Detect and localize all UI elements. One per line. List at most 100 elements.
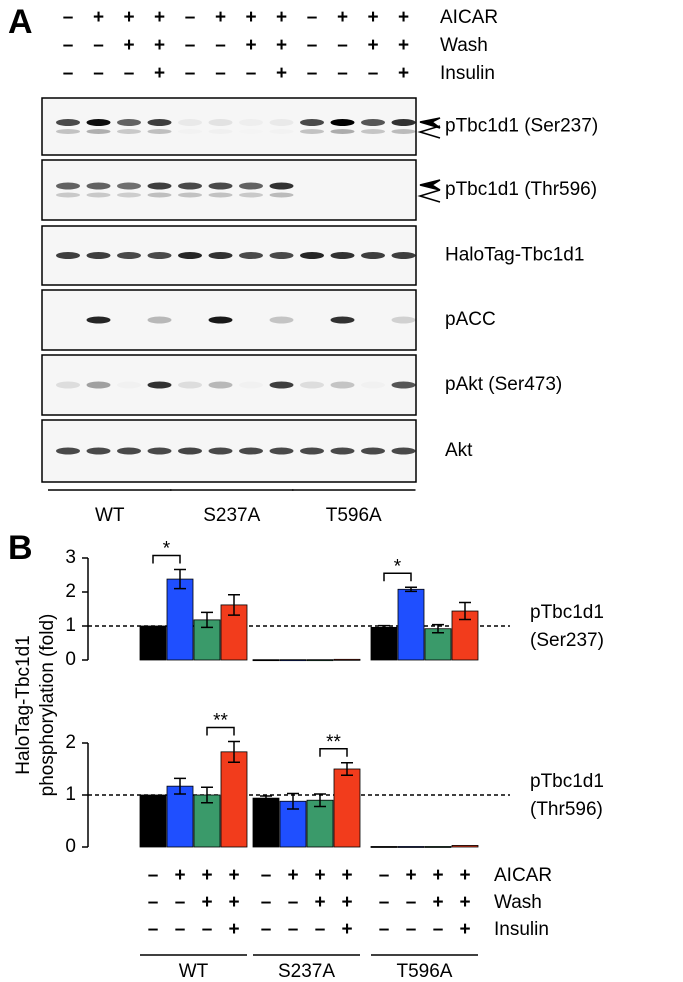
condition-sign: +	[154, 35, 165, 56]
condition-sign: +	[341, 892, 352, 913]
band	[147, 381, 172, 389]
band	[269, 316, 294, 324]
condition-sign: –	[246, 63, 257, 84]
bar	[252, 797, 280, 848]
condition-sign: –	[124, 63, 135, 84]
condition-sign: –	[215, 63, 226, 84]
condition-sign: +	[341, 865, 352, 886]
band	[178, 447, 202, 455]
band	[86, 381, 111, 389]
band	[361, 252, 385, 259]
condition-sign: +	[341, 919, 352, 940]
condition-sign: +	[287, 865, 298, 886]
blot-label: pTbc1d1 (Thr596)	[445, 179, 597, 200]
band	[178, 182, 202, 190]
condition-sign: +	[93, 7, 104, 28]
condition-sign: +	[432, 892, 443, 913]
band	[361, 119, 385, 126]
condition-sign: +	[276, 63, 287, 84]
band	[147, 182, 172, 190]
condition-sign: +	[405, 865, 416, 886]
band	[330, 119, 355, 126]
bar	[451, 845, 479, 848]
bar	[333, 768, 361, 848]
band	[330, 447, 355, 455]
band	[117, 447, 141, 455]
y-tick-label: 1	[65, 615, 76, 636]
band	[239, 182, 263, 190]
band	[269, 182, 294, 190]
error-bar	[378, 624, 390, 630]
blot-label: pTbc1d1 (Ser237)	[445, 116, 598, 137]
condition-label: AICAR	[494, 865, 552, 886]
error-bar	[174, 777, 186, 795]
band	[269, 381, 294, 389]
condition-sign: +	[245, 35, 256, 56]
band	[300, 381, 324, 389]
band	[239, 252, 263, 259]
condition-sign: –	[288, 919, 299, 940]
condition-sign: –	[261, 865, 272, 886]
condition-sign: –	[261, 892, 272, 913]
band	[391, 447, 416, 455]
group-label: S237A	[278, 961, 335, 982]
condition-sign: –	[406, 892, 417, 913]
band	[178, 252, 202, 259]
band	[117, 382, 141, 389]
band	[209, 129, 233, 134]
bar	[139, 625, 167, 661]
condition-sign: +	[459, 919, 470, 940]
y-axis-label: HaloTag-Tbc1d1	[13, 635, 34, 774]
y-tick-label: 0	[65, 836, 76, 857]
band	[86, 182, 111, 190]
group-label: T596A	[397, 961, 453, 982]
band	[147, 129, 172, 134]
band	[270, 129, 294, 134]
error-bar	[287, 792, 299, 810]
bar	[397, 846, 425, 848]
condition-sign: +	[314, 892, 325, 913]
condition-sign: +	[228, 865, 239, 886]
band	[86, 119, 111, 126]
blot-label: pACC	[445, 309, 496, 330]
band	[269, 119, 294, 126]
side-label: pTbc1d1	[530, 771, 604, 792]
condition-sign: –	[63, 63, 74, 84]
bar	[397, 588, 425, 661]
band	[300, 447, 324, 455]
band	[56, 182, 80, 190]
band	[208, 316, 233, 324]
band	[239, 192, 263, 198]
condition-sign: –	[379, 865, 390, 886]
band	[86, 447, 111, 455]
y-axis-label: phosphorylation (fold)	[37, 614, 58, 797]
band	[208, 447, 233, 455]
blot	[41, 97, 417, 156]
band	[361, 447, 385, 455]
condition-sign: –	[185, 7, 196, 28]
error-bar	[228, 740, 240, 763]
error-bar	[174, 568, 186, 590]
group-label: WT	[95, 505, 125, 526]
condition-sign: +	[432, 865, 443, 886]
condition-label: Wash	[494, 892, 542, 913]
band	[391, 381, 416, 389]
bar	[424, 846, 452, 848]
condition-sign: +	[314, 865, 325, 886]
significance-label: **	[213, 710, 228, 731]
band	[178, 192, 202, 198]
condition-sign: +	[245, 7, 256, 28]
condition-sign: +	[201, 865, 212, 886]
band	[391, 119, 416, 126]
condition-sign: +	[459, 865, 470, 886]
band	[147, 252, 172, 259]
condition-sign: +	[367, 35, 378, 56]
condition-sign: –	[185, 63, 196, 84]
bar	[166, 785, 194, 848]
bar	[166, 578, 194, 661]
condition-sign: +	[367, 7, 378, 28]
significance-label: *	[163, 539, 171, 560]
band	[117, 182, 141, 190]
condition-sign: –	[337, 63, 348, 84]
condition-sign: –	[175, 892, 186, 913]
